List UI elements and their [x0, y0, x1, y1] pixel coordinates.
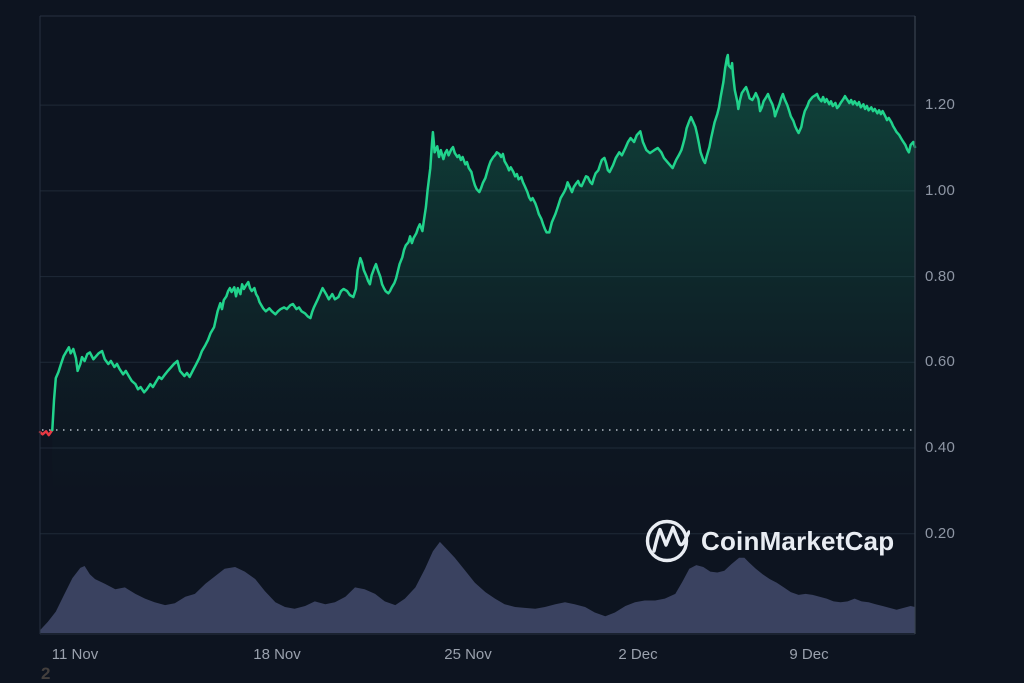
coinmarketcap-watermark: CoinMarketCap [644, 518, 894, 564]
x-axis-tick: 25 Nov [444, 646, 492, 663]
watermark-brand-text: CoinMarketCap [701, 525, 895, 556]
x-axis-tick: 2 Dec [618, 646, 658, 663]
y-axis-tick: 0.20 [925, 525, 955, 542]
x-axis-tick: 18 Nov [253, 646, 301, 663]
y-axis-tick: 0.40 [925, 439, 955, 456]
y-axis-tick: 0.80 [925, 268, 955, 285]
plot-border [39, 15, 916, 635]
price-line-down-segment [38, 428, 54, 437]
x-axis-tick: 11 Nov [51, 646, 99, 663]
y-axis-tick: 1.00 [925, 182, 955, 199]
price-line [38, 53, 917, 633]
price-area-fill [52, 55, 916, 633]
y-axis-tick: 0.60 [925, 353, 955, 370]
y-axis-tick: 1.20 [925, 96, 955, 113]
price-line-up-segment [51, 53, 917, 432]
x-axis-tick: 9 Dec [789, 646, 829, 663]
overflow-digit: 2 [41, 664, 51, 683]
coinmarketcap-logo-icon [645, 519, 690, 563]
